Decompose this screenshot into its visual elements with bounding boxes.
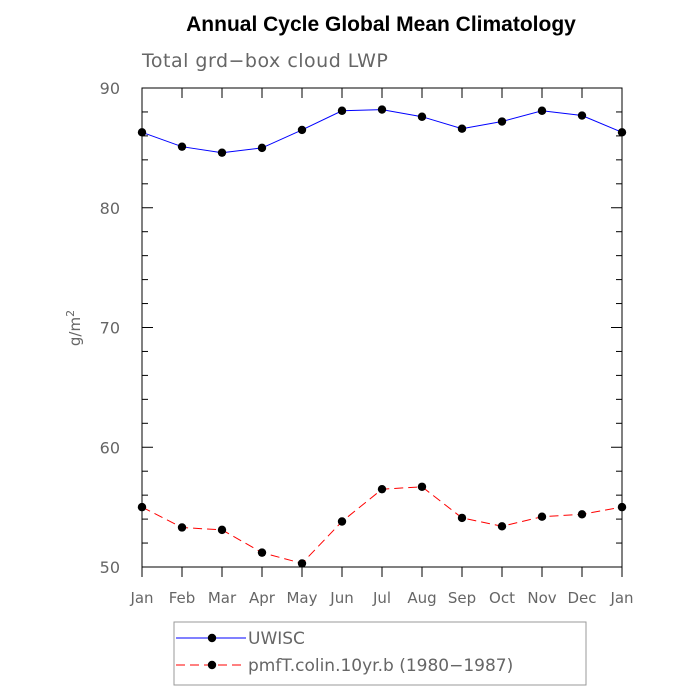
data-point	[497, 117, 507, 126]
data-point	[257, 143, 267, 153]
data-point	[257, 548, 267, 557]
x-tick-label: Nov	[527, 589, 556, 607]
x-tick-label: Jan	[129, 589, 153, 607]
x-tick-label: Dec	[567, 589, 596, 607]
chart-title: Annual Cycle Global Mean Climatology	[186, 13, 576, 36]
y-axis-label: g/m2	[64, 310, 84, 346]
data-point	[137, 128, 147, 137]
x-tick-label: Mar	[208, 589, 237, 607]
data-point	[417, 112, 427, 121]
legend-label-2: pmfT.colin.10yr.b (1980−1987)	[248, 656, 513, 676]
y-tick-label: 80	[100, 199, 120, 218]
x-tick-label: Aug	[407, 589, 436, 607]
data-point	[337, 517, 347, 526]
data-point	[497, 522, 507, 531]
series-1	[137, 105, 627, 157]
data-point	[137, 502, 147, 512]
y-axis-label-text: g/m	[66, 317, 84, 346]
series-line	[141, 109, 623, 154]
x-tick-label: Feb	[169, 589, 196, 607]
chart-subtitle: Total grd−box cloud LWP	[141, 50, 388, 72]
y-axis-label-superscript: 2	[64, 310, 77, 317]
legend-marker-1	[207, 633, 217, 643]
legend-box	[173, 621, 587, 686]
data-point	[217, 525, 227, 535]
data-point	[577, 111, 587, 120]
data-point	[537, 512, 547, 521]
data-point	[177, 142, 187, 151]
series-2	[137, 482, 627, 568]
x-tick-label: Jun	[329, 589, 353, 607]
data-point	[177, 523, 187, 532]
series-line	[141, 486, 623, 564]
plot-frame	[141, 87, 623, 568]
legend-label-1: UWISC	[248, 629, 305, 649]
data-point	[617, 128, 627, 137]
legend: UWISC pmfT.colin.10yr.b (1980−1987)	[173, 621, 587, 686]
data-point	[377, 105, 387, 114]
svg-text:g/m2: g/m2	[64, 310, 84, 346]
x-tick-label: Apr	[249, 589, 276, 607]
data-point	[457, 513, 467, 523]
x-tick-label: Jul	[372, 589, 391, 607]
x-tick-label: Jan	[609, 589, 633, 607]
plot-axes: 50 60 70 80 90 Jan Feb Mar Apr May Jun Jul Aug Sep Oct…	[100, 79, 634, 607]
data-point	[377, 484, 387, 494]
x-tick-label: Oct	[489, 589, 515, 607]
legend-marker-2	[207, 660, 217, 670]
data-point	[297, 125, 307, 135]
data-point	[217, 148, 227, 157]
data-point	[617, 502, 627, 512]
data-point	[417, 482, 427, 491]
y-tick-label: 60	[100, 438, 120, 457]
data-point	[297, 559, 307, 568]
y-tick-label: 90	[100, 79, 120, 98]
x-tick-label: Sep	[448, 589, 476, 607]
y-tick-label: 50	[100, 558, 120, 577]
x-tick-label: May	[286, 589, 317, 607]
series-layer	[137, 105, 627, 568]
data-point	[337, 106, 347, 115]
y-tick-label: 70	[100, 319, 120, 338]
data-point	[577, 510, 587, 519]
data-point	[537, 106, 547, 115]
data-point	[457, 124, 467, 133]
